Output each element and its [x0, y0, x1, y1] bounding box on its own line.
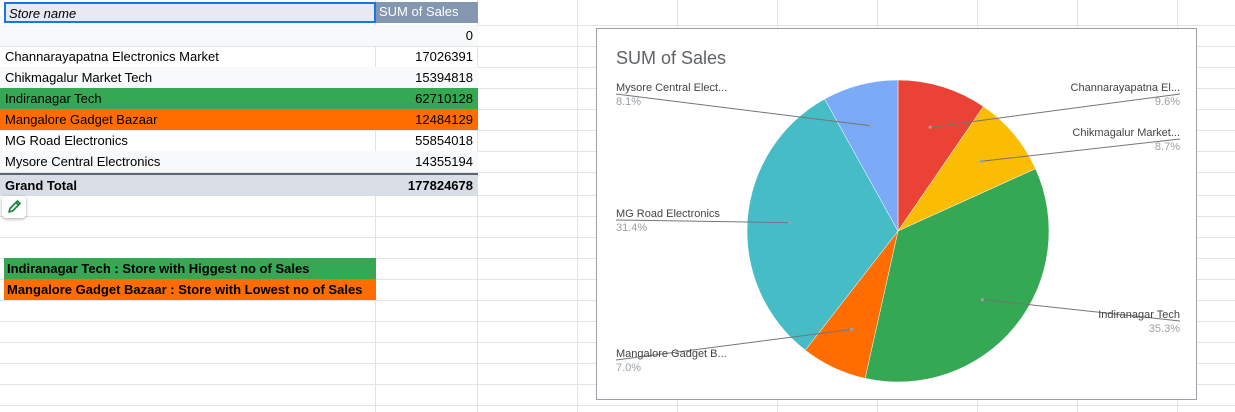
- table-row-highest[interactable]: Indiranagar Tech 62710128: [0, 88, 478, 109]
- store-name-cell[interactable]: Mysore Central Electronics: [5, 154, 161, 169]
- pie-slice[interactable]: [864, 168, 1050, 383]
- label-anchor-dot: [850, 327, 854, 331]
- pie-chart[interactable]: SUM of Sales Channarayapatna El... 9.6% Ch…: [596, 28, 1197, 400]
- lowest-sales-note[interactable]: Mangalore Gadget Bazaar : Store with Low…: [4, 279, 376, 300]
- pie-chart-canvas: SUM of Sales Channarayapatna El...9.6%Ch…: [615, 48, 1181, 383]
- store-name-cell[interactable]: Mangalore Gadget Bazaar: [5, 112, 158, 127]
- grid-column-line: [477, 0, 478, 412]
- table-row-blank[interactable]: 0: [0, 25, 478, 46]
- store-name-cell[interactable]: Channarayapatna Electronics Market: [5, 49, 219, 64]
- table-row[interactable]: Chikmagalur Market Tech 15394818: [0, 67, 478, 88]
- header-store-name[interactable]: Store name: [4, 2, 376, 23]
- label-leader-line: [930, 93, 1181, 128]
- edit-pivot-button[interactable]: [2, 196, 26, 218]
- pie-slice[interactable]: [897, 79, 984, 232]
- slice-percent-label: 9.6%: [1155, 96, 1180, 108]
- grid-column-line: [375, 0, 376, 412]
- header-sum-of-sales[interactable]: SUM of Sales: [376, 2, 478, 23]
- sales-value-cell[interactable]: 12484129: [415, 112, 473, 127]
- slice-percent-label: 35.3%: [1149, 323, 1180, 335]
- store-name-cell[interactable]: Chikmagalur Market Tech: [5, 70, 153, 85]
- table-row[interactable]: MG Road Electronics 55854018: [0, 130, 478, 151]
- grand-total-label[interactable]: Grand Total: [5, 178, 77, 193]
- store-name-cell[interactable]: MG Road Electronics: [5, 133, 128, 148]
- sales-value-cell[interactable]: 14355194: [415, 154, 473, 169]
- slice-label: Mangalore Gadget B...: [616, 348, 727, 360]
- slice-label: Mysore Central Elect...: [616, 82, 727, 94]
- grid-row-line: [0, 405, 1235, 406]
- pie-slices: [746, 79, 1050, 383]
- sales-value-cell[interactable]: 55854018: [415, 133, 473, 148]
- label-leader-line: [615, 328, 852, 361]
- table-row[interactable]: Mysore Central Electronics 14355194: [0, 151, 478, 172]
- label-anchor-dot: [979, 159, 983, 163]
- label-leader-line: [982, 299, 1181, 322]
- sales-value-cell[interactable]: 17026391: [415, 49, 473, 64]
- grid-row-line: [0, 25, 1235, 26]
- pencil-icon: [8, 200, 21, 213]
- table-row[interactable]: Channarayapatna Electronics Market 17026…: [0, 46, 478, 67]
- sales-value-cell[interactable]: 62710128: [415, 91, 473, 106]
- value-cell[interactable]: 0: [465, 28, 473, 43]
- highest-sales-note[interactable]: Indiranagar Tech : Store with Higgest no…: [4, 258, 376, 279]
- slice-percent-label: 8.1%: [616, 96, 641, 108]
- sales-value-cell[interactable]: 15394818: [415, 70, 473, 85]
- label-leader-line: [615, 219, 790, 224]
- grid-column-line: [577, 0, 578, 412]
- label-leader-line: [615, 93, 871, 127]
- label-anchor-dot: [869, 124, 873, 128]
- store-name-cell[interactable]: Indiranagar Tech: [5, 91, 102, 106]
- slice-label: Channarayapatna El...: [1071, 82, 1180, 94]
- label-anchor-dot: [788, 221, 792, 225]
- grand-total-row[interactable]: Grand Total 177824678: [0, 173, 478, 196]
- slice-percent-label: 7.0%: [616, 362, 641, 374]
- grand-total-value[interactable]: 177824678: [407, 178, 473, 193]
- slice-label: Chikmagalur Market...: [1072, 127, 1180, 139]
- slice-label: MG Road Electronics: [616, 208, 720, 220]
- slice-percent-label: 31.4%: [616, 222, 647, 234]
- table-row-lowest[interactable]: Mangalore Gadget Bazaar 12484129: [0, 109, 478, 130]
- slice-percent-label: 8.7%: [1155, 141, 1180, 153]
- pie-labels: Channarayapatna El... 9.6% Chikmagalur Mar…: [615, 82, 1181, 374]
- slice-label: Indiranagar Tech: [1098, 309, 1180, 321]
- pie-slice[interactable]: [746, 98, 899, 351]
- label-anchor-dot: [980, 298, 984, 302]
- pie-slice[interactable]: [897, 106, 1036, 232]
- label-anchor-dot: [928, 125, 932, 129]
- pie-slice[interactable]: [824, 79, 899, 232]
- label-leader-line: [981, 138, 1181, 162]
- chart-title: SUM of Sales: [616, 48, 726, 68]
